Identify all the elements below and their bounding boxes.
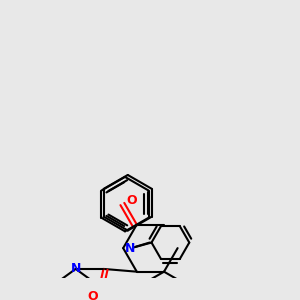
Text: O: O (126, 194, 136, 207)
Text: N: N (125, 242, 135, 255)
Text: O: O (87, 290, 98, 300)
Text: N: N (70, 262, 81, 275)
